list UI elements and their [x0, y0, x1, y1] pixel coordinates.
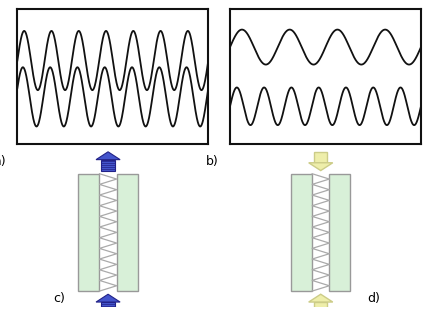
Bar: [102, 302, 115, 313]
Text: c): c): [53, 292, 65, 305]
Text: b): b): [206, 155, 219, 168]
Bar: [102, 160, 115, 171]
Bar: [291, 174, 312, 291]
Bar: [314, 302, 327, 313]
Polygon shape: [309, 294, 333, 302]
Polygon shape: [309, 163, 333, 171]
Bar: [117, 174, 138, 291]
Polygon shape: [96, 294, 120, 302]
Bar: [314, 152, 327, 163]
Text: d): d): [367, 292, 380, 305]
Polygon shape: [96, 152, 120, 160]
Text: a): a): [0, 155, 6, 168]
Bar: [79, 174, 99, 291]
Bar: [329, 174, 350, 291]
